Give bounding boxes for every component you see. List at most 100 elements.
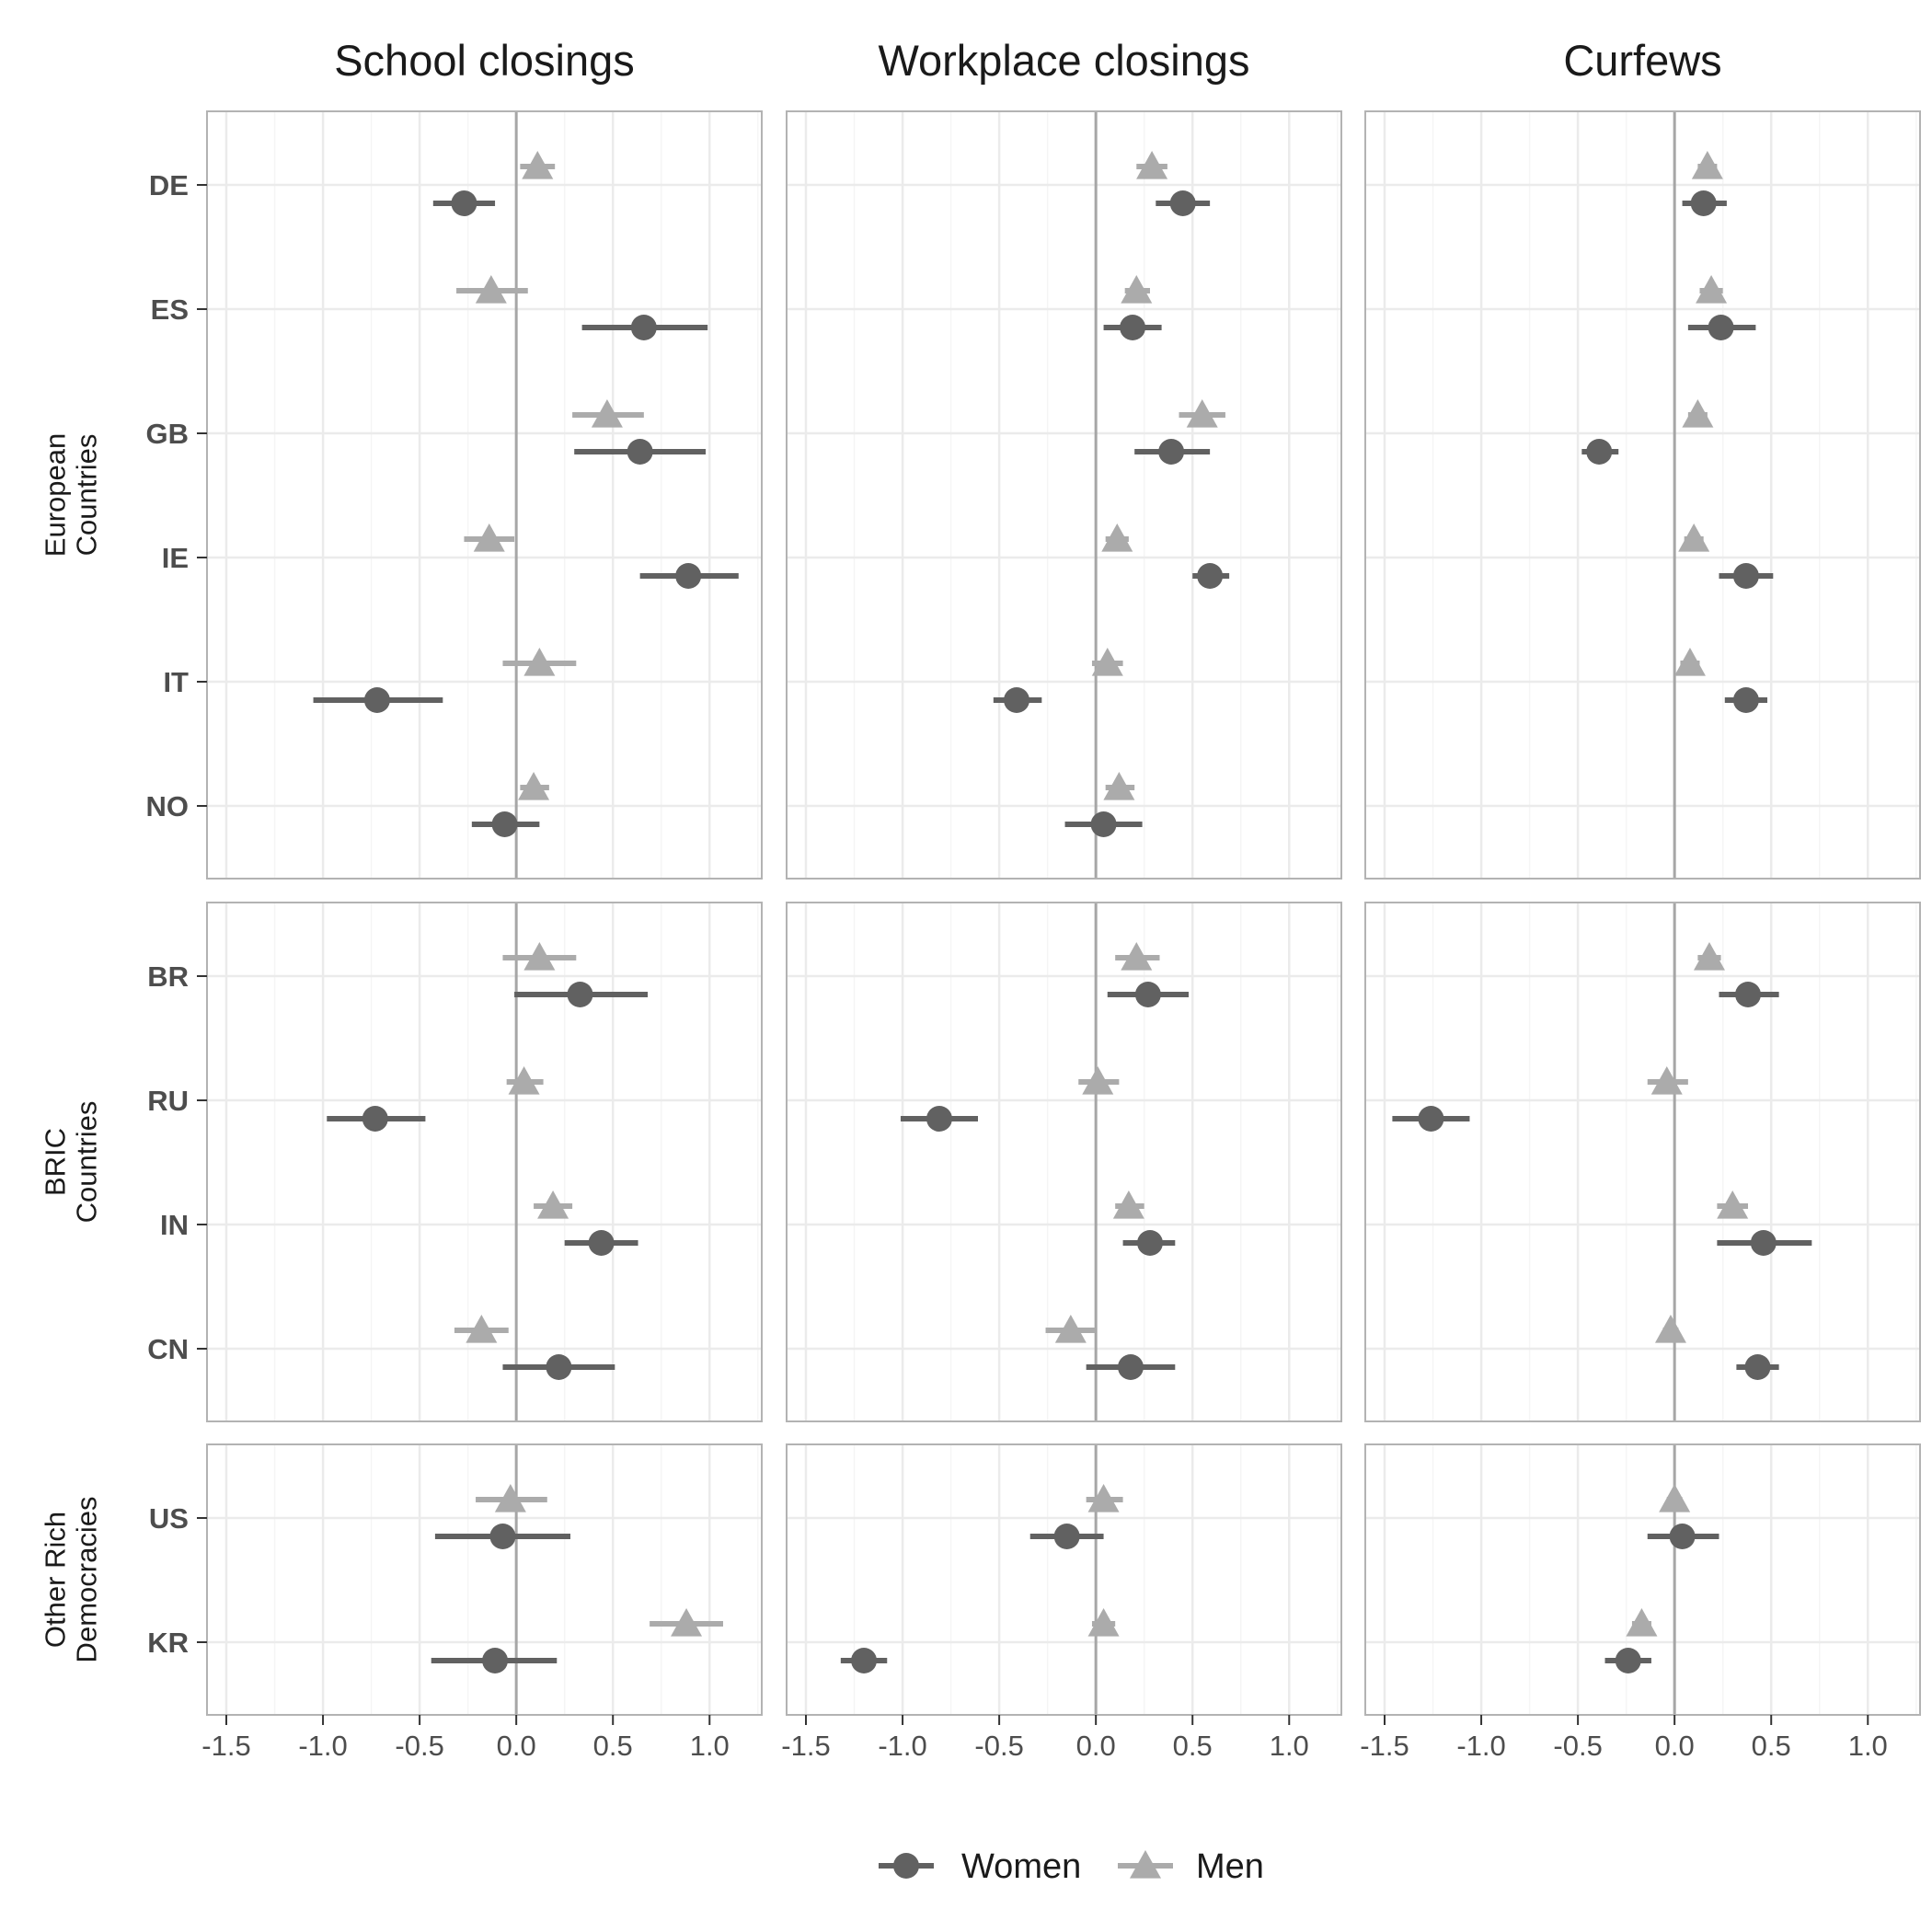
women-point-it-curfews [1732,687,1759,713]
panel-background [1365,903,1920,1421]
country-label-ie: IE [162,542,189,574]
panel-background [207,903,762,1421]
women-point-br-workplace-closings [1134,982,1161,1007]
men-point-de-school-closings [522,151,554,179]
group-label-line: BRIC [39,1128,71,1196]
country-label-us: US [149,1502,189,1535]
x-tick-label: -1.0 [1456,1730,1505,1762]
group-label-line: Other Rich [39,1512,71,1648]
men-point-br-workplace-closings [1121,942,1153,971]
women-point-in-workplace-closings [1136,1230,1163,1256]
women-point-it-workplace-closings [1004,687,1030,713]
women-point-kr-workplace-closings [851,1648,878,1673]
x-tick-label: 1.0 [1848,1730,1888,1762]
men-point-kr-workplace-closings [1087,1608,1120,1637]
panel-background [787,1444,1341,1715]
panel-border [786,1443,1342,1716]
panel-background [1365,111,1920,879]
x-tick-label: -1.5 [781,1730,830,1762]
country-label-br: BR [147,960,189,993]
panel-background [207,1444,762,1715]
men-point-us-curfews [1659,1484,1691,1512]
men-point-gb-curfews [1682,399,1714,428]
group-label-other-rich-democracies: Other RichDemocracies [39,1497,102,1663]
group-label-line: Countries [70,434,102,557]
women-point-es-curfews [1708,315,1734,340]
panel-european-countries-school-closings [206,110,763,880]
group-label-bric-countries: BRICCountries [39,1101,102,1224]
panel-other-rich-democracies-curfews [1364,1443,1921,1716]
women-point-br-curfews [1735,982,1762,1007]
women-point-us-curfews [1669,1524,1696,1549]
x-tick-label: -0.5 [974,1730,1023,1762]
x-tick-label: -1.5 [201,1730,250,1762]
men-point-de-workplace-closings [1136,151,1168,179]
x-tick-label: 0.5 [1752,1730,1791,1762]
panel-bric-countries-school-closings [206,902,763,1422]
legend-item-women: Women [879,1847,1081,1886]
women-point-gb-school-closings [627,439,653,465]
women-point-it-school-closings [363,687,390,713]
x-tick-label: 0.0 [1076,1730,1116,1762]
panels [206,110,1921,1716]
women-point-es-school-closings [630,315,657,340]
women-point-gb-curfews [1586,439,1613,465]
men-point-cn-workplace-closings [1054,1315,1087,1343]
women-point-gb-workplace-closings [1158,439,1185,465]
panel-border [1364,1443,1921,1716]
panel-bric-countries-workplace-closings [786,902,1342,1422]
x-tick-label: 1.0 [690,1730,730,1762]
women-point-no-school-closings [491,811,518,837]
x-tick-label: 0.5 [593,1730,633,1762]
panel-background [1365,1444,1920,1715]
x-tick-label: -1.0 [298,1730,347,1762]
legend-women-label: Women [961,1847,1081,1886]
men-point-ru-school-closings [508,1066,540,1095]
country-label-no: NO [146,790,190,822]
men-point-ru-curfews [1650,1066,1683,1095]
men-point-ie-workplace-closings [1101,523,1133,552]
women-point-us-school-closings [489,1524,516,1549]
men-point-kr-curfews [1626,1608,1658,1637]
legend: Women Men [879,1847,1264,1886]
country-label-it: IT [163,666,189,698]
men-point-de-curfews [1691,151,1723,179]
men-point-ru-workplace-closings [1082,1066,1114,1095]
legend-men-marker [1130,1850,1161,1879]
panel-european-countries-curfews [1364,110,1921,880]
x-tick-label: -0.5 [395,1730,443,1762]
panel-border [206,110,763,880]
x-tick-label: -1.0 [878,1730,926,1762]
women-point-ie-school-closings [675,563,702,589]
labels: School closings Workplace closings Curfews… [39,36,1887,1762]
country-label-kr: KR [147,1627,189,1659]
x-tick-label: 0.5 [1173,1730,1213,1762]
men-point-gb-workplace-closings [1186,399,1218,428]
women-point-de-school-closings [451,190,477,216]
panel-background [787,111,1341,879]
women-point-ru-curfews [1418,1106,1444,1132]
group-label-line: Democracies [70,1497,102,1663]
panel-other-rich-democracies-workplace-closings [786,1443,1342,1716]
men-point-es-workplace-closings [1121,275,1153,304]
panel-bric-countries-curfews [1364,902,1921,1422]
x-tick-label: -1.5 [1360,1730,1409,1762]
men-point-in-workplace-closings [1112,1190,1144,1219]
column-title-school-closings: School closings [334,36,635,85]
women-point-in-curfews [1750,1230,1777,1256]
x-tick-label: -0.5 [1553,1730,1602,1762]
women-point-cn-curfews [1744,1354,1771,1380]
women-point-kr-school-closings [482,1648,509,1673]
panel-border [1364,110,1921,880]
legend-men-label: Men [1196,1847,1264,1886]
men-point-ie-curfews [1678,523,1710,552]
country-label-es: ES [151,293,189,326]
men-point-us-workplace-closings [1087,1484,1120,1512]
country-label-gb: GB [146,418,190,450]
women-point-ru-workplace-closings [926,1106,952,1132]
women-point-us-workplace-closings [1053,1524,1080,1549]
men-point-br-curfews [1693,942,1725,971]
women-point-cn-workplace-closings [1117,1354,1144,1380]
men-point-ie-school-closings [473,523,505,552]
men-point-it-school-closings [523,648,556,676]
